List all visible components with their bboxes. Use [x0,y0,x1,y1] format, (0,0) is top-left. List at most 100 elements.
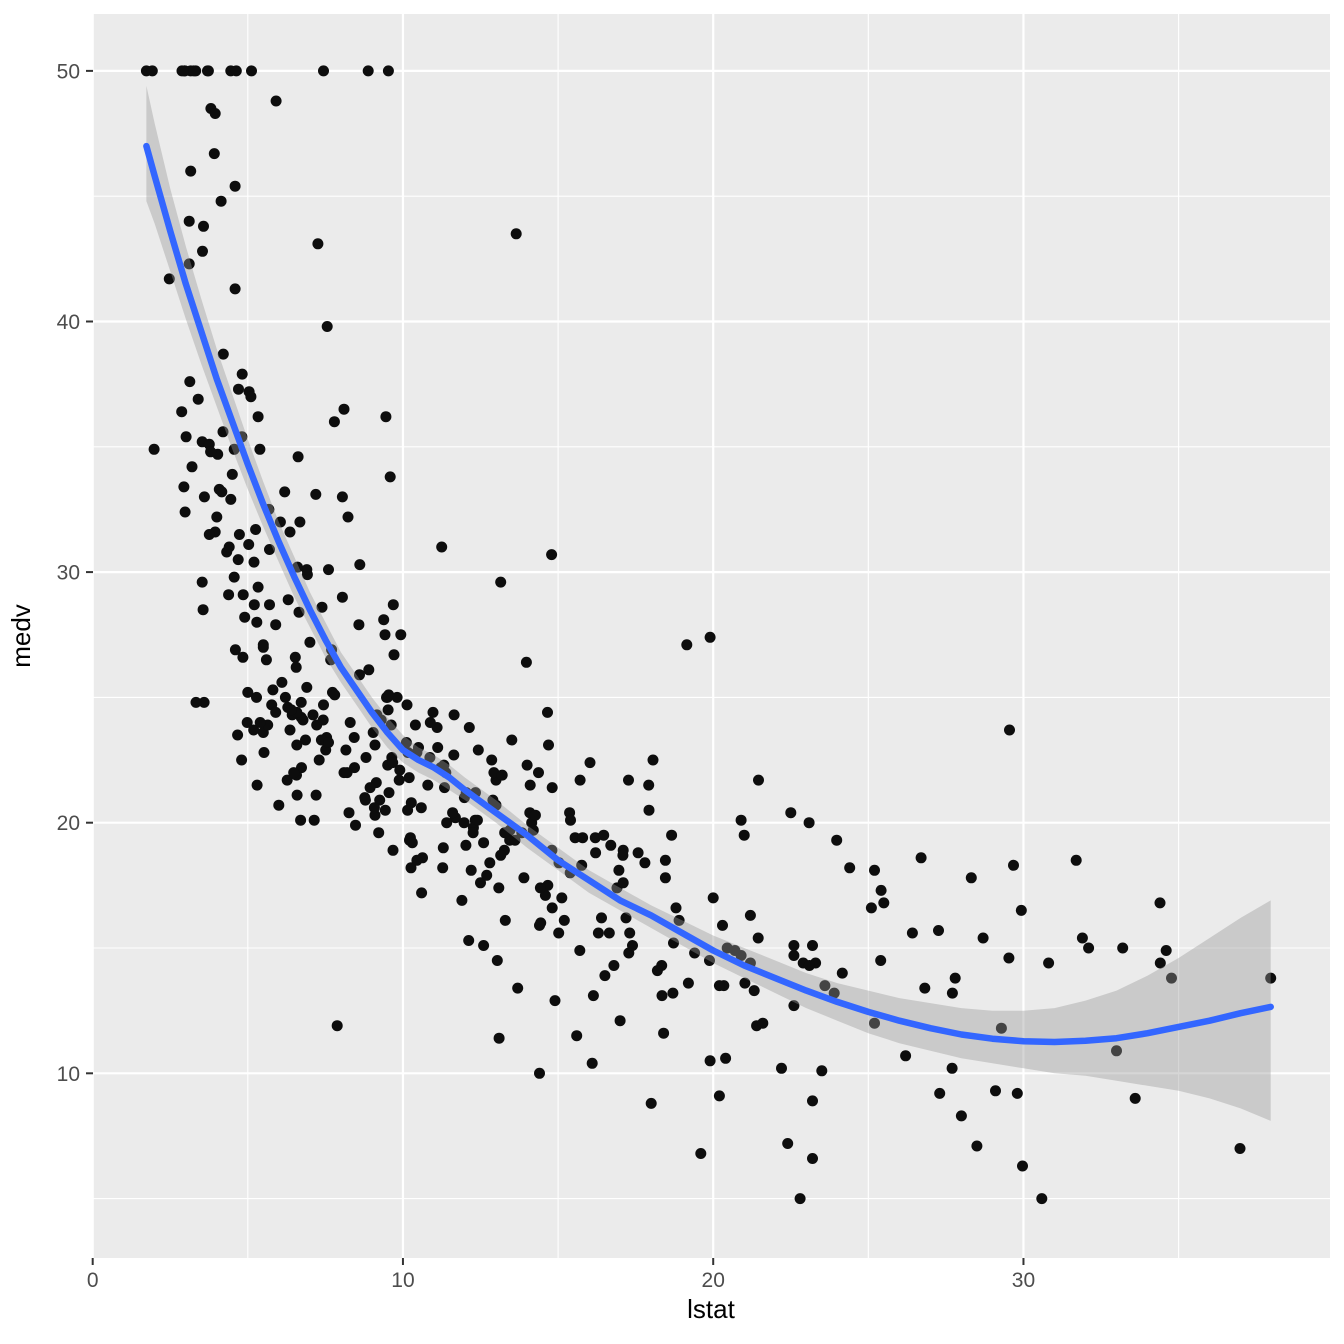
data-point [1017,1160,1028,1172]
data-point [209,108,221,119]
data-point [753,774,764,786]
data-point [402,804,414,816]
data-point [427,706,439,718]
data-point [310,789,322,801]
data-point [971,1140,983,1152]
data-point [242,686,254,698]
data-point [623,774,634,786]
data-point [387,844,399,856]
data-point [279,691,291,703]
data-point [437,842,449,854]
data-point [875,884,887,896]
data-point [264,599,275,611]
data-point [388,649,400,661]
data-point [203,529,215,540]
data-point [321,321,333,332]
data-point [232,729,244,741]
data-point [248,724,260,736]
data-point [382,704,394,716]
data-point [360,752,372,763]
data-point [291,739,303,751]
data-point [228,571,240,583]
data-point [546,549,558,561]
data-point [270,95,282,107]
data-point [336,491,348,503]
data-point [605,839,617,851]
data-point [617,849,629,861]
data-point [488,767,500,779]
data-point [472,744,484,756]
data-point [297,714,309,726]
data-point [574,945,586,956]
data-point [415,802,427,814]
data-point [416,887,428,899]
data-point [232,554,244,566]
data-point [237,651,249,663]
data-point [590,847,602,859]
data-point [367,727,379,738]
data-point [512,982,524,994]
data-point [836,967,848,979]
data-point [301,564,313,576]
data-point [495,576,507,588]
data-point [233,529,245,540]
y-tick-label: 50 [57,60,80,83]
data-point [478,837,490,849]
data-point [183,258,195,270]
data-point [284,724,296,736]
data-point [463,722,475,733]
data-point [295,696,307,708]
data-point [342,511,354,523]
data-point [403,772,415,784]
data-point [229,180,241,192]
data-point [713,980,725,992]
data-point [348,732,360,743]
data-point [239,611,251,623]
data-point [328,416,340,428]
data-point [307,709,319,721]
data-point [493,1032,505,1044]
data-point [344,717,356,728]
data-point [163,273,175,285]
data-point [506,734,518,746]
data-point [282,594,294,606]
data-point [949,972,961,984]
data-point [243,539,255,550]
data-point [432,742,444,753]
data-point [251,616,263,628]
data-point [289,651,301,663]
data-point [226,468,238,480]
data-point [338,403,350,415]
data-point [632,847,644,859]
data-point [603,927,615,939]
data-point [148,443,160,455]
data-point [379,804,391,816]
data-point [757,1017,769,1029]
data-point [317,714,329,726]
data-point [495,849,507,861]
data-point [553,927,565,939]
data-point [668,937,679,949]
data-point [471,814,483,826]
data-point [380,411,392,423]
data-point [188,65,200,77]
data-point [946,1062,958,1074]
data-point [422,779,434,791]
data-point [343,807,355,819]
data-point [1234,1143,1246,1154]
data-point [475,877,486,889]
data-point [465,864,477,876]
data-point [198,220,209,232]
data-point [934,1087,946,1099]
data-point [878,897,890,909]
data-point [576,859,588,871]
data-point [292,561,303,573]
data-point [288,767,300,779]
data-point [807,1153,818,1164]
data-point [659,872,671,884]
data-point [598,829,610,841]
data-point [486,754,498,766]
data-point [318,65,329,77]
data-point [1166,972,1177,984]
